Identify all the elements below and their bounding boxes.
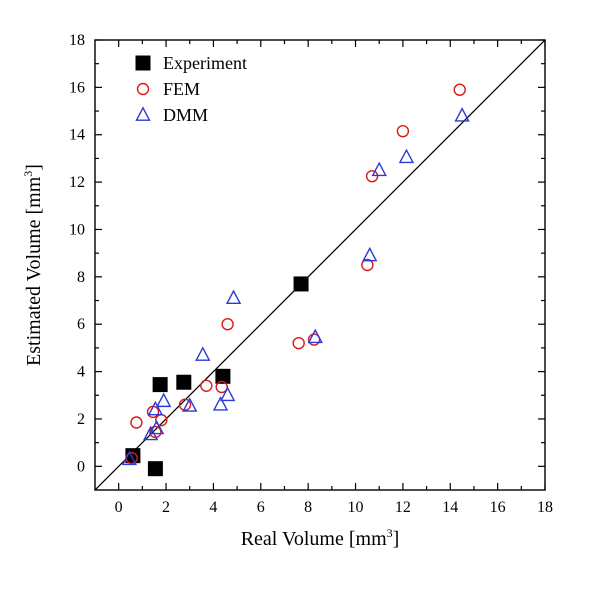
- y-axis-title: Estimated Volume [mm3]: [21, 164, 45, 366]
- y-tick-label: 4: [77, 364, 85, 381]
- x-tick-label: 10: [348, 499, 364, 516]
- x-tick-label: 2: [162, 499, 170, 516]
- x-tick-label: 0: [115, 499, 123, 516]
- y-tick-label: 0: [77, 458, 85, 475]
- x-tick-label: 14: [442, 499, 458, 516]
- y-tick-label: 12: [69, 174, 85, 191]
- x-tick-label: 4: [209, 499, 217, 516]
- x-axis-title: Real Volume [mm3]: [241, 526, 400, 550]
- y-tick-label: 2: [77, 411, 85, 428]
- y-tick-label: 6: [77, 316, 85, 333]
- y-tick-label: 18: [69, 32, 85, 49]
- y-tick-label: 8: [77, 269, 85, 286]
- legend-dmm-label: DMM: [163, 105, 208, 125]
- legend-fem-label: FEM: [163, 79, 200, 99]
- x-tick-label: 6: [257, 499, 265, 516]
- chart-bg: [0, 0, 595, 593]
- x-tick-label: 12: [395, 499, 411, 516]
- scatter-chart: 0 0 2 2 4 4 6 6 8 8 10 10 12 12 14 14 16 16 18 18 Real Volum…: [0, 0, 595, 593]
- x-tick-label: 16: [490, 499, 506, 516]
- legend-experiment-label: Experiment: [163, 53, 247, 73]
- y-tick-label: 10: [69, 221, 85, 238]
- x-tick-label: 8: [304, 499, 312, 516]
- x-tick-label: 18: [537, 499, 553, 516]
- y-tick-label: 14: [69, 127, 85, 144]
- y-tick-label: 16: [69, 79, 85, 96]
